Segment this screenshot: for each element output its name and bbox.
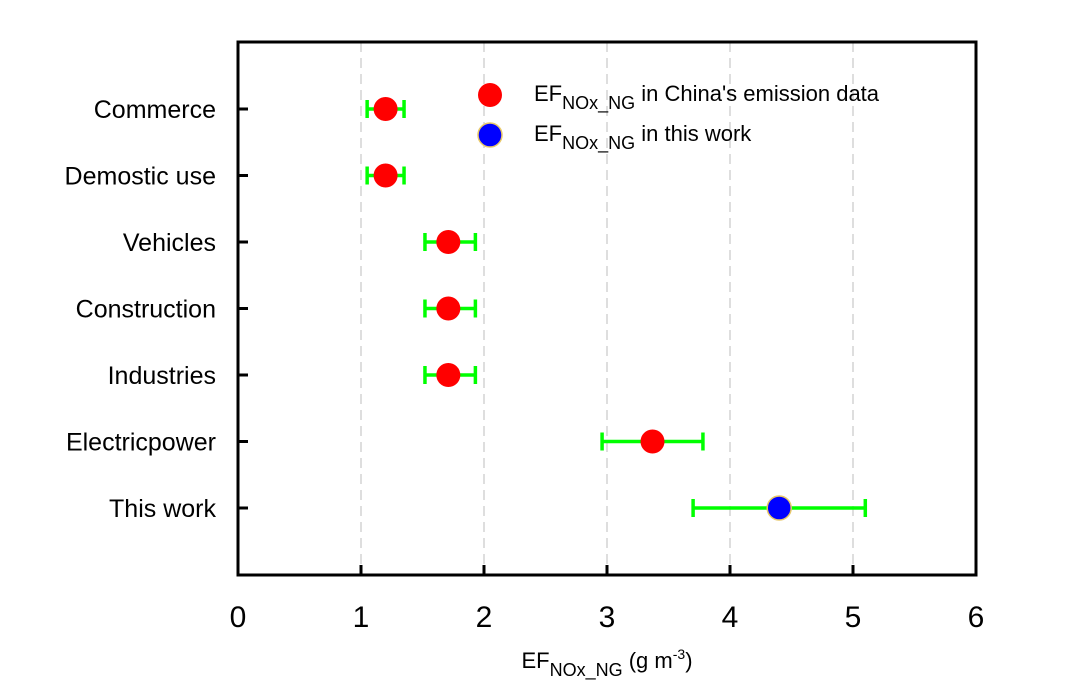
x-tick-label: 2 (476, 601, 493, 634)
data-points (373, 97, 792, 521)
legend-label-this-work: EFNOx_NG in this work (534, 121, 752, 154)
data-point (436, 230, 461, 254)
data-point (373, 97, 398, 121)
legend-label-china: EFNOx_NG in China's emission data (534, 81, 880, 114)
x-tick-label: 4 (722, 601, 739, 634)
y-tick-label: Electricpower (66, 429, 216, 457)
data-point (436, 296, 461, 321)
y-tick-label: Commerce (94, 96, 216, 124)
y-axis-ticks: Commerce Demostic use Vehicles Construction… (65, 96, 248, 523)
data-point (436, 363, 461, 387)
x-tick-label: 1 (353, 601, 370, 634)
x-axis-label: EFNOx_NG (g m-3) (521, 646, 692, 681)
y-tick-label: Industries (108, 362, 216, 390)
legend-item-china: EFNOx_NG in China's emission data (478, 81, 880, 114)
y-tick-label: This work (109, 495, 216, 523)
y-tick-label: Demostic use (65, 163, 216, 191)
x-tick-label: 3 (599, 601, 616, 634)
legend-marker-blue (477, 122, 503, 148)
data-point (766, 495, 792, 521)
y-tick-label: Vehicles (123, 229, 216, 257)
x-tick-label: 0 (230, 601, 247, 634)
x-axis-ticks: 0 1 2 3 4 5 6 (230, 565, 985, 634)
x-tick-label: 6 (968, 601, 985, 634)
x-tick-label: 5 (845, 601, 862, 634)
y-tick-label: Construction (76, 296, 216, 324)
data-point (640, 429, 665, 454)
legend: EFNOx_NG in China's emission data EFNOx_… (477, 81, 880, 154)
legend-marker-red (478, 83, 502, 107)
legend-item-this-work: EFNOx_NG in this work (477, 121, 752, 154)
data-point (373, 163, 398, 188)
